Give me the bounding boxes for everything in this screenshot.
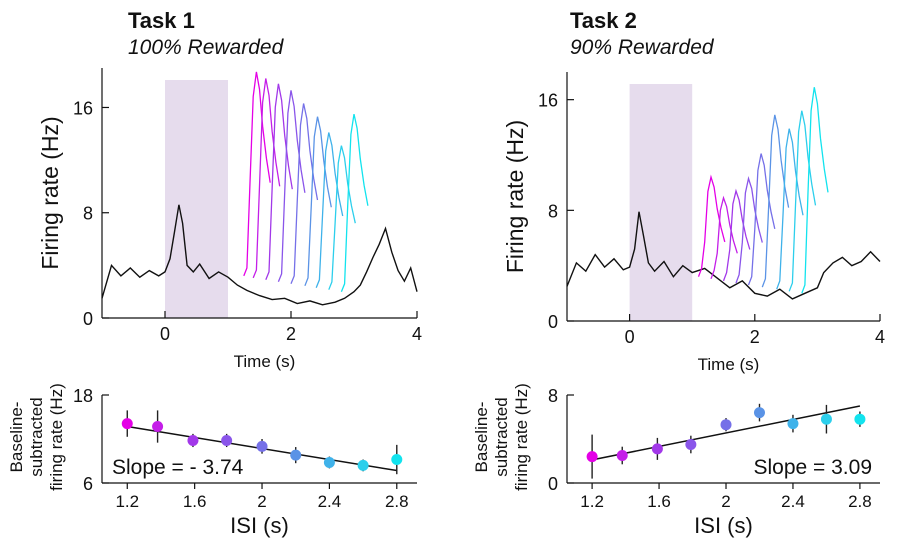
- task2-trace-ylabel: Firing rate (Hz): [502, 120, 528, 273]
- task1-isi-plot: 6 18 1.2 1.6 2 2.4 2.8 ISI (s) Baseline-subtract…: [7, 383, 417, 538]
- task1-isi-data-point: [256, 440, 268, 452]
- task1-isi-ylabel-line: firing rate (Hz): [47, 383, 66, 491]
- task1-trace-series-line: [290, 103, 319, 285]
- task2-isi-data-point: [820, 413, 832, 425]
- task2-trace-ytick-label: 16: [538, 91, 558, 111]
- task2-trace-series-line: [776, 128, 804, 290]
- task1-isi-xtick-label: 2.8: [385, 492, 409, 511]
- task1-trace-baseline-trace: [101, 204, 418, 306]
- task1-isi-data-point: [187, 434, 199, 446]
- task1-isi-ytick-label: 18: [73, 386, 93, 406]
- task1-trace-xtick-label: 2: [286, 324, 296, 344]
- task1-isi-data-point: [221, 434, 233, 446]
- task2-trace-xtick-label: 4: [875, 327, 885, 347]
- task1-trace-ytick-label: 0: [83, 309, 93, 329]
- task2-title: Task 2: [570, 8, 637, 33]
- task2-isi-xlabel: ISI (s): [694, 513, 753, 538]
- task1-isi-ylabel-line: Baseline-: [7, 402, 26, 473]
- task1-subtitle: 100% Rewarded: [128, 36, 284, 59]
- task2-subtitle: 90% Rewarded: [570, 36, 714, 59]
- task1-trace-ytick-label: 16: [73, 98, 93, 118]
- task2-isi-data-point: [854, 413, 866, 425]
- task1-trace-xtick-label: 4: [412, 324, 422, 344]
- task2-isi-fit-line: [591, 405, 861, 461]
- task1-isi-xtick-label: 2: [257, 492, 266, 511]
- task1-trace-xtick-label: 0: [160, 324, 170, 344]
- task2-trace-series-line: [697, 174, 726, 277]
- task2-isi-data-point: [787, 418, 799, 430]
- task1-trace-plot: 0 8 16 0 2 4 Time (s) Firing rate (Hz): [37, 68, 422, 371]
- task1-trace-stimulus-shading: [165, 80, 228, 318]
- task2-trace-series-line: [722, 188, 751, 282]
- task2-isi-data-point: [685, 439, 697, 450]
- task2-trace-series-line: [761, 114, 790, 288]
- task2-isi-ytick-label: 0: [548, 474, 558, 494]
- task2-trace-plot: 0 8 16 0 2 4 Time (s) Firing rate (Hz): [502, 72, 885, 374]
- task2-isi-xtick-label: 2.4: [781, 492, 805, 511]
- task2-trace-series-line: [801, 87, 829, 294]
- task2-trace-series-line: [747, 153, 776, 286]
- task1-isi-slope-annotation: Slope = - 3.74: [112, 456, 244, 479]
- task1-isi-data-point: [152, 421, 164, 433]
- task2-isi-ytick-label: 8: [548, 386, 558, 406]
- task1-trace-series-line: [315, 132, 344, 288]
- task2-trace-xtick-label: 2: [750, 327, 760, 347]
- task1-title: Task 1: [128, 8, 195, 33]
- task2-isi-data-point: [616, 450, 628, 461]
- task1-trace-ytick-label: 8: [83, 204, 93, 224]
- task2-trace-series-line: [710, 195, 738, 280]
- task1-isi-xlabel: ISI (s): [230, 513, 289, 538]
- task1-trace-series-line: [265, 83, 293, 281]
- task1-isi-data-point: [290, 449, 302, 461]
- task2-isi-xtick-label: 2.8: [848, 492, 872, 511]
- task2-isi-data-point: [651, 443, 663, 455]
- task2-isi-ylabel-line: firing rate (Hz): [512, 383, 531, 491]
- task2-isi-data-point: [720, 419, 732, 431]
- task1-isi-xtick-label: 1.6: [183, 492, 207, 511]
- task1-isi-data-point: [121, 418, 133, 430]
- task2-isi-ylabel-line: subtracted: [492, 397, 511, 476]
- task2-trace-series-line: [788, 110, 817, 292]
- task1-trace-ylabel: Firing rate (Hz): [37, 116, 63, 269]
- task2-trace-ytick-label: 8: [548, 201, 558, 221]
- task1-isi-data-point: [391, 454, 403, 466]
- task2-isi-slope-annotation: Slope = 3.09: [753, 456, 872, 479]
- task2-trace-series-line: [735, 175, 763, 284]
- task2-trace-stimulus-shading: [629, 84, 693, 321]
- task2-isi-data-point: [753, 407, 765, 419]
- task1-trace-xlabel: Time (s): [234, 352, 296, 371]
- task1-isi-ylabel-line: subtracted: [27, 397, 46, 476]
- task2-isi-xtick-label: 1.6: [647, 492, 671, 511]
- task1-isi-data-point: [357, 459, 369, 471]
- task1-trace-series-line: [340, 113, 369, 292]
- task1-trace-series-line: [243, 71, 271, 277]
- task2-trace-baseline-trace: [566, 211, 881, 300]
- task1-isi-xtick-label: 2.4: [318, 492, 342, 511]
- task1-trace-series-line: [328, 145, 356, 290]
- task1-trace-series-line: [304, 116, 332, 287]
- task2-isi-ylabel-line: Baseline-: [472, 402, 491, 473]
- task2-isi-xtick-label: 1.2: [580, 492, 604, 511]
- task1-trace-series-line: [252, 78, 281, 279]
- task1-trace-series-line: [277, 90, 306, 283]
- task1-isi-xtick-label: 1.2: [115, 492, 139, 511]
- task2-trace-ytick-label: 0: [548, 312, 558, 332]
- task2-isi-plot: 0 8 1.2 1.6 2 2.4 2.8 ISI (s) Baseline-subtracte…: [472, 383, 880, 538]
- task1-isi-ytick-label: 6: [83, 474, 93, 494]
- task2-trace-xtick-label: 0: [625, 327, 635, 347]
- task2-trace-xlabel: Time (s): [698, 355, 760, 374]
- task2-isi-xtick-label: 2: [721, 492, 730, 511]
- task1-isi-data-point: [323, 456, 335, 468]
- task2-isi-data-point: [586, 451, 598, 463]
